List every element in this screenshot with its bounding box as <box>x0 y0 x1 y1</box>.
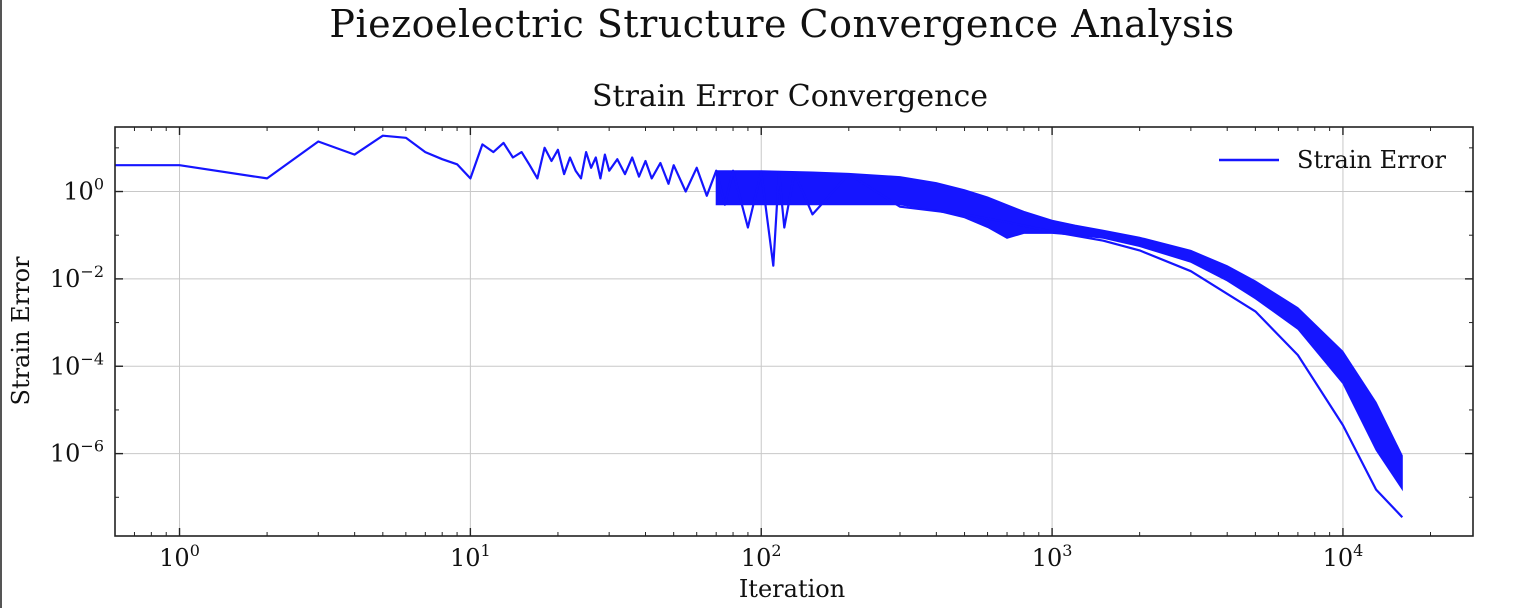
y-tick-label: 10−6 <box>50 437 104 468</box>
series-band-layer <box>715 170 1403 492</box>
x-tick-base: 10 <box>159 544 190 572</box>
y-tick-exponent: −4 <box>80 349 104 368</box>
y-tick-label: 10−2 <box>50 262 104 293</box>
x-tick-label: 101 <box>450 541 491 572</box>
x-tick-exponent: 0 <box>190 541 200 560</box>
series-line-strain-error <box>115 134 1404 518</box>
y-tick-base: 10 <box>50 265 81 293</box>
x-tick-label: 102 <box>741 541 782 572</box>
x-tick-base: 10 <box>1323 544 1354 572</box>
y-tick-exponent: −6 <box>80 437 104 456</box>
x-tick-exponent: 4 <box>1353 541 1363 560</box>
y-tick-base: 10 <box>63 178 94 206</box>
x-tick-label: 104 <box>1323 541 1364 572</box>
legend-label-strain-error: Strain Error <box>1297 146 1447 174</box>
x-tick-exponent: 1 <box>481 541 491 560</box>
axis-ticks <box>114 127 1473 536</box>
y-tick-base: 10 <box>50 352 81 380</box>
y-tick-label: 100 <box>63 175 104 206</box>
x-tick-label: 103 <box>1032 541 1073 572</box>
y-tick-base: 10 <box>50 440 81 468</box>
chart-title: Strain Error Convergence <box>592 79 988 114</box>
x-tick-label: 100 <box>159 541 200 572</box>
x-tick-base: 10 <box>741 544 772 572</box>
x-axis-label: Iteration <box>739 575 845 603</box>
y-tick-exponent: 0 <box>94 175 104 194</box>
y-tick-label: 10−4 <box>50 349 104 380</box>
y-tick-exponent: −2 <box>80 262 104 281</box>
x-tick-base: 10 <box>1032 544 1063 572</box>
x-tick-exponent: 2 <box>771 541 781 560</box>
y-axis-label: Strain Error <box>7 256 35 406</box>
series-line-layer <box>115 134 1404 518</box>
figure-suptitle: Piezoelectric Structure Convergence Anal… <box>329 2 1235 46</box>
window-frame-edge <box>0 0 2 608</box>
x-tick-base: 10 <box>450 544 481 572</box>
plot-frame <box>114 126 1474 537</box>
series-envelope-strain-error <box>715 170 1403 492</box>
x-tick-exponent: 3 <box>1062 541 1072 560</box>
legend: Strain Error <box>1219 146 1447 174</box>
